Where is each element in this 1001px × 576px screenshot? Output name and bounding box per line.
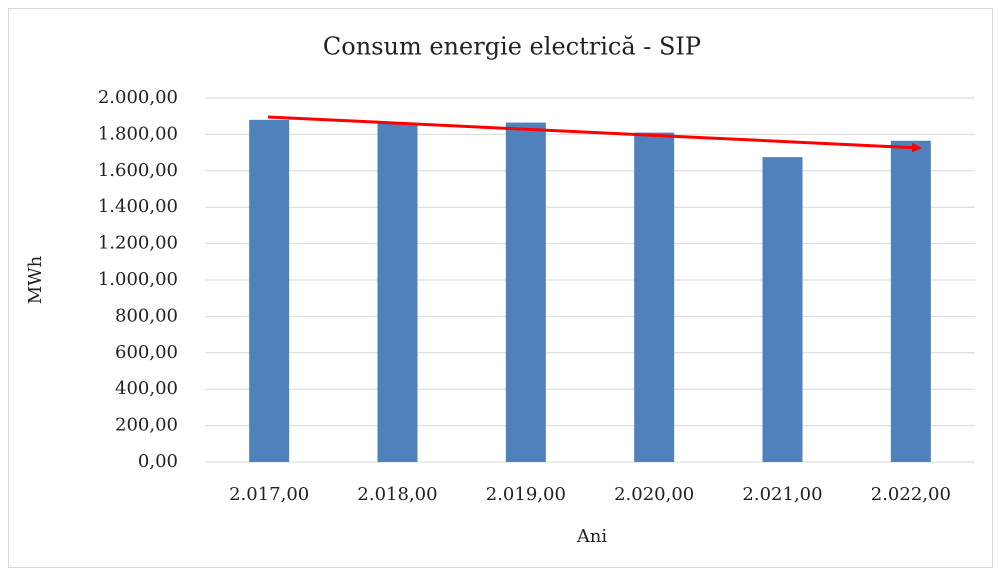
chart-title: Consum energie electrică - SIP (323, 33, 701, 61)
y-tick-label: 1.000,00 (98, 269, 178, 290)
y-tick-label: 800,00 (115, 305, 178, 326)
x-tick-label: 2.019,00 (486, 484, 566, 505)
x-tick-label: 2.022,00 (871, 484, 951, 505)
bar (249, 119, 290, 462)
trend-arrow (267, 115, 922, 153)
y-tick-label: 2.000,00 (98, 87, 178, 108)
x-tick-label: 2.017,00 (229, 484, 309, 505)
y-tick-label: 1.200,00 (98, 233, 178, 254)
y-tick-label: 1.800,00 (98, 123, 178, 144)
y-tick-label: 400,00 (115, 378, 178, 399)
y-axis-label: MWh (25, 255, 46, 304)
bar (377, 123, 418, 462)
chart-frame (8, 8, 993, 568)
x-axis-label: Ani (576, 526, 608, 547)
grid: 0,00 200,00 400,00 600,00 800,00 1.000,00 1.20… (98, 87, 975, 505)
y-tick-label: 600,00 (115, 342, 178, 363)
bar (634, 132, 675, 462)
bar (762, 157, 803, 462)
bar (890, 140, 931, 462)
x-tick-label: 2.018,00 (357, 484, 437, 505)
y-tick-label: 0,00 (138, 451, 178, 472)
x-tick-label: 2.021,00 (742, 484, 822, 505)
y-tick-label: 1.400,00 (98, 196, 178, 217)
bars (249, 119, 931, 462)
bar (505, 122, 546, 462)
x-tick-label: 2.020,00 (614, 484, 694, 505)
y-tick-label: 1.600,00 (98, 160, 178, 181)
y-tick-label: 200,00 (115, 415, 178, 436)
